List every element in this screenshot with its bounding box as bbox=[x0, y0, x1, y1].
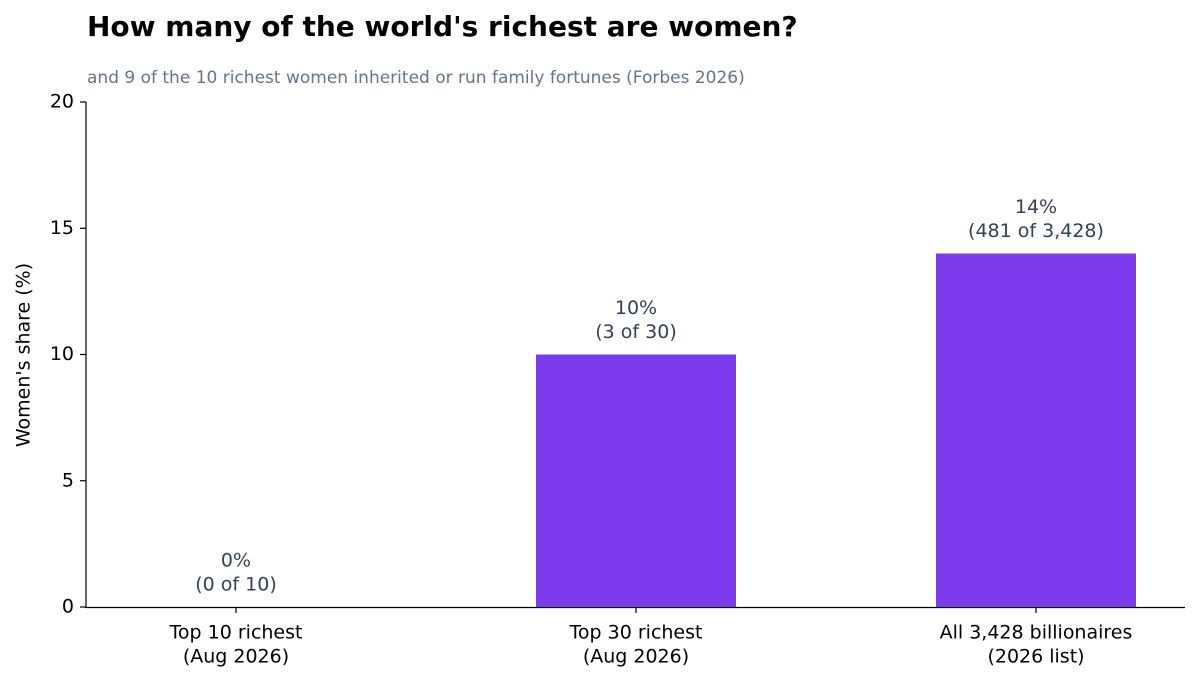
x-tick-label: (Aug 2026) bbox=[183, 646, 289, 668]
x-tick-label: (Aug 2026) bbox=[583, 646, 689, 668]
y-axis-label: Women's share (%) bbox=[13, 263, 35, 447]
bar bbox=[536, 354, 736, 607]
value-label: 14% bbox=[1015, 196, 1057, 218]
bar bbox=[936, 253, 1136, 607]
x-tick-label: (2026 list) bbox=[987, 646, 1084, 668]
value-label: 10% bbox=[615, 297, 657, 319]
x-tick-label: Top 10 richest bbox=[169, 622, 303, 644]
chart-title: How many of the world's richest are wome… bbox=[87, 10, 798, 43]
value-label: (3 of 30) bbox=[595, 321, 676, 343]
y-tick-label: 5 bbox=[62, 469, 74, 491]
y-tick-label: 0 bbox=[62, 596, 74, 618]
x-tick-label: All 3,428 billionaires bbox=[940, 622, 1133, 644]
value-label: (481 of 3,428) bbox=[968, 220, 1104, 242]
value-label: 0% bbox=[221, 550, 251, 572]
x-tick-label: Top 30 richest bbox=[569, 622, 703, 644]
chart-subtitle: and 9 of the 10 richest women inherited … bbox=[87, 68, 745, 88]
y-tick-label: 10 bbox=[50, 343, 74, 365]
y-tick-label: 20 bbox=[50, 91, 74, 113]
value-label: (0 of 10) bbox=[195, 574, 276, 596]
y-tick-label: 15 bbox=[50, 217, 74, 239]
